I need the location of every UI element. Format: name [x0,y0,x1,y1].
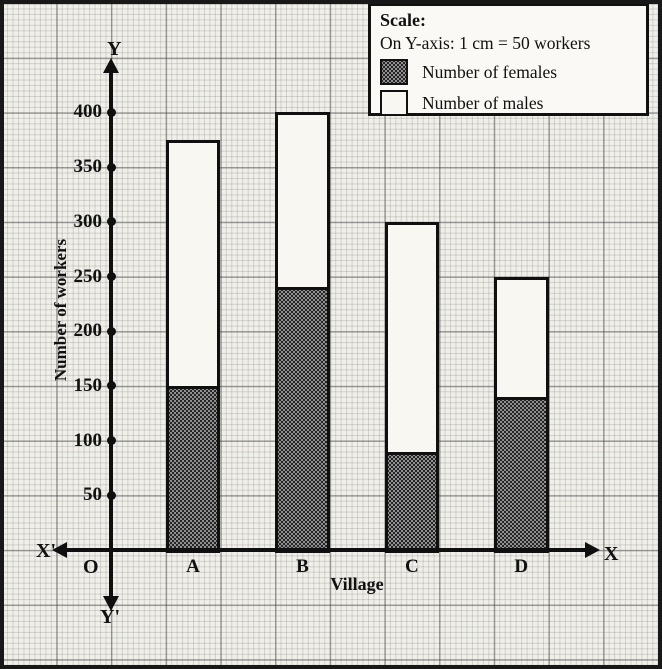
bar-segment-males [168,142,218,386]
y-tick-label: 300 [73,210,103,232]
x-category-label-C: C [404,556,419,577]
y-axis-arrow-down-icon [103,596,119,611]
x-category-label-A: A [186,556,200,577]
bar-D [493,276,549,553]
x-axis-arrow-left-icon [52,542,67,558]
x-category-label-D: D [514,556,529,577]
axis-label-x-prime: X' [36,540,56,562]
y-tick-label: 400 [73,101,103,123]
y-tick-dot [106,272,116,281]
bar-segment-females [168,385,218,550]
legend-box: Scale: On Y-axis: 1 cm = 50 workers Numb… [368,3,649,116]
x-axis-arrow-right-icon [585,542,600,558]
y-tick-label: 100 [73,429,103,451]
bar-segment-males [387,224,437,452]
legend-entry-label: Number of females [422,61,558,82]
y-tick-dot [106,436,116,446]
axis-label-y-prime: Y' [100,606,120,628]
y-tick-dot [106,217,116,227]
legend-scale-text: On Y-axis: 1 cm = 50 workers [380,33,591,53]
males-swatch-icon [380,90,408,116]
origin-label: O [83,556,99,578]
legend-scale-title: Scale: [380,10,426,30]
bar-segment-males [496,279,546,397]
bar-B [275,112,330,553]
x-axis-title: Village [330,574,384,594]
legend-entry-females: Number of females [380,59,637,85]
y-tick-label: 150 [73,374,103,396]
y-tick-dot [106,490,116,500]
y-tick-label: 50 [83,484,102,506]
bar-segment-females [496,396,546,550]
bar-segment-females [387,451,437,550]
axis-label-x: X [604,543,619,565]
y-axis-title: Number of workers [51,238,70,382]
y-tick-dot [106,326,116,336]
x-axis-line [60,548,592,552]
bar-C [384,221,440,553]
bar-A [165,139,221,553]
y-tick-dot [106,162,116,172]
legend-entry-label: Number of males [422,92,544,113]
y-tick-label: 250 [73,265,103,287]
bar-segment-females [278,287,327,550]
y-tick-label: 350 [73,156,103,178]
y-axis-arrow-up-icon [103,58,119,73]
legend-entry-males: Number of males [380,90,637,116]
x-category-label-B: B [296,556,309,577]
y-tick-label: 200 [73,320,103,342]
bar-segment-males [278,115,327,288]
females-swatch-icon [380,59,408,85]
y-tick-dot [106,107,116,117]
y-tick-dot [106,381,116,391]
axis-label-y: Y [107,38,122,60]
